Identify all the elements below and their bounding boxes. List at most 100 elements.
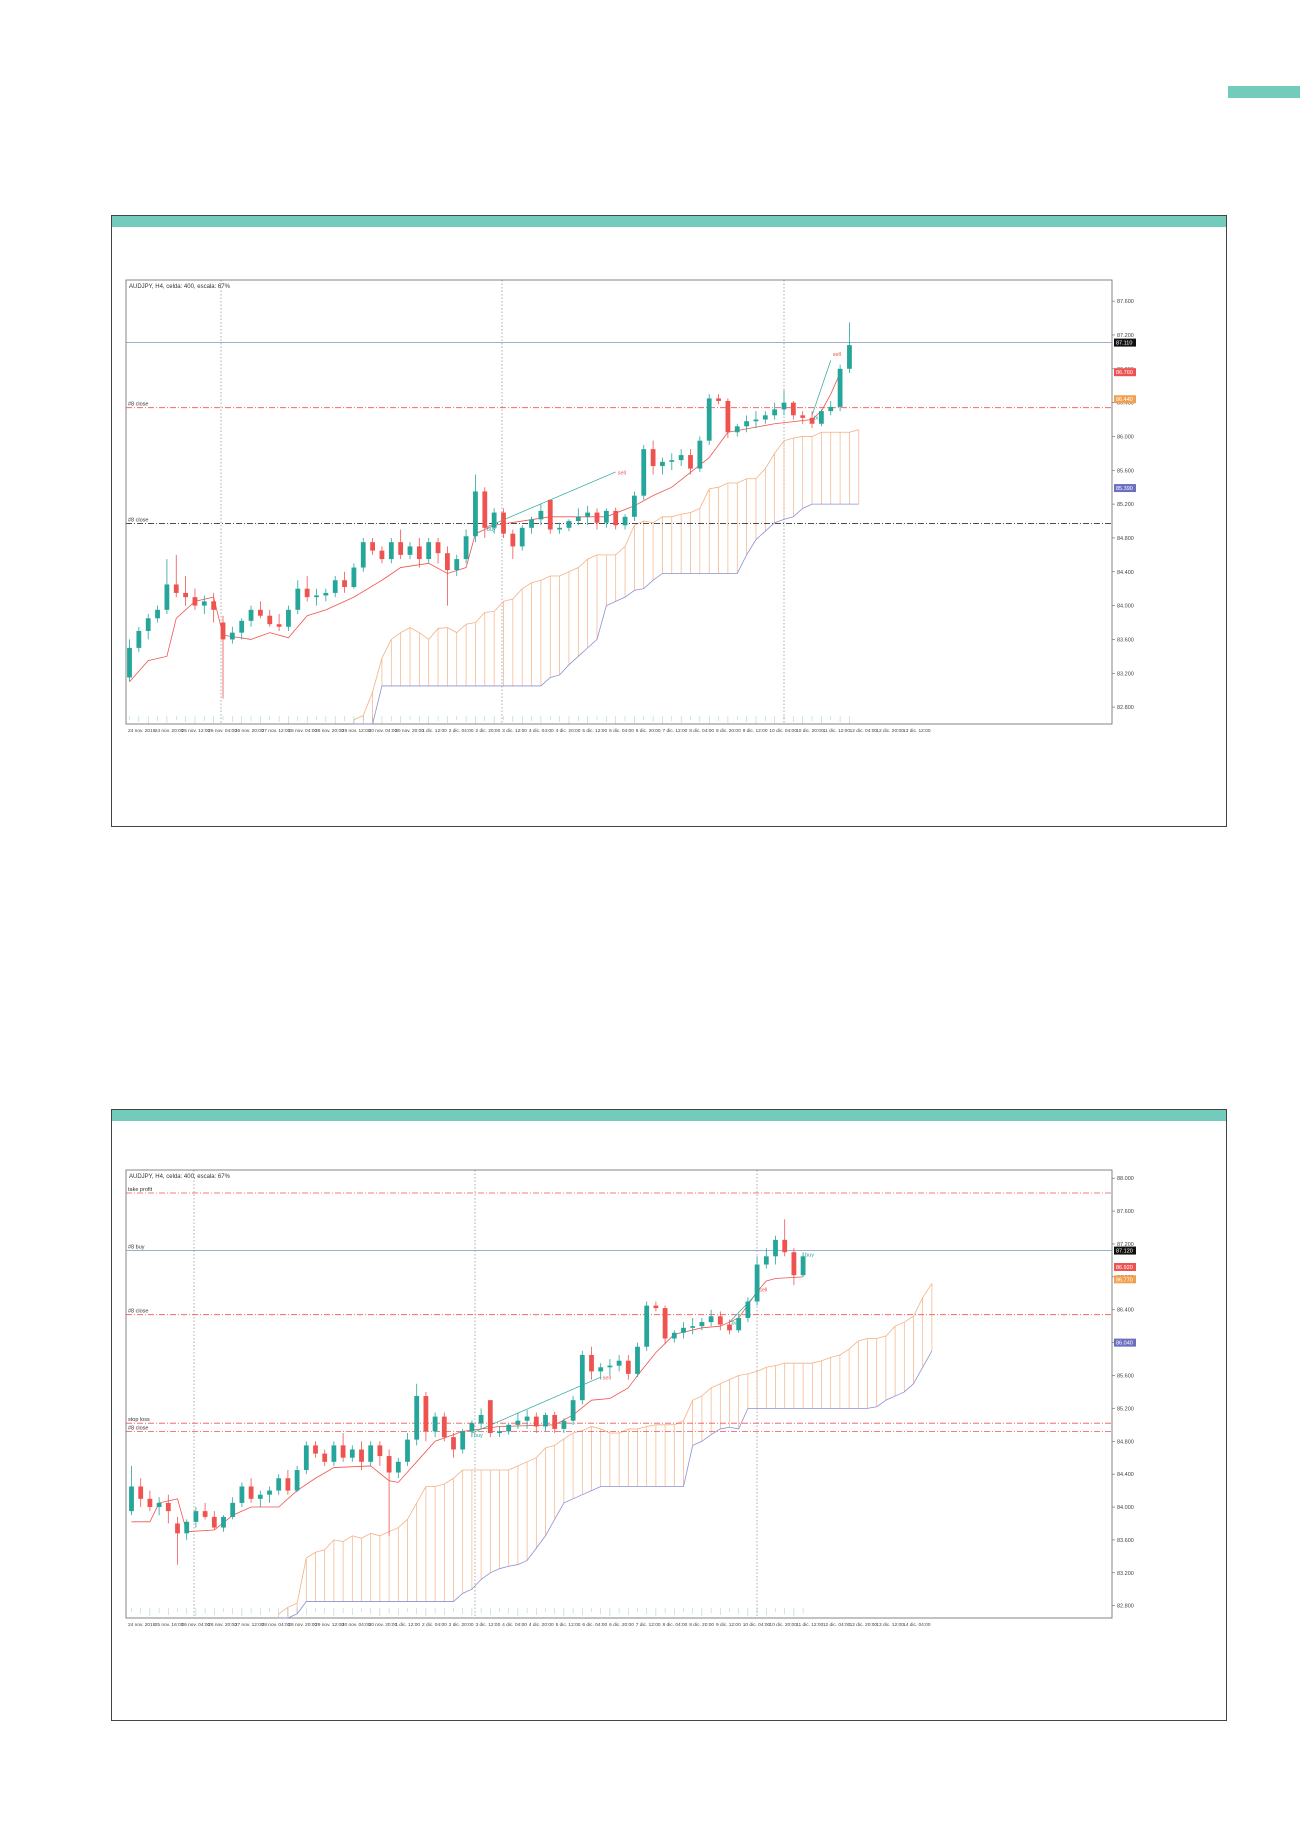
senkou-span-b — [278, 1350, 933, 1619]
candle-body — [557, 527, 562, 530]
candle-body — [432, 1416, 438, 1432]
candle-body — [370, 542, 375, 551]
candle-body — [414, 1396, 420, 1440]
candle-body — [745, 1301, 751, 1318]
candle-body — [744, 421, 749, 427]
trade-line-label: #8 close — [128, 1425, 149, 1431]
senkou-span-b — [353, 503, 859, 725]
x-tick-label: 30 nov. 20:00 — [395, 728, 424, 734]
candle-body — [454, 559, 460, 571]
y-tick-label: 87.200 — [1117, 333, 1134, 339]
x-tick-label: 10 dic. 04:00 — [743, 1622, 771, 1628]
trade-line-label: #8 close — [128, 1309, 149, 1315]
candle-body — [828, 406, 834, 412]
candle-body — [423, 1396, 429, 1432]
candle-body — [653, 1305, 659, 1309]
x-tick-label: 27 nov. 12:00 — [262, 728, 291, 734]
candle-body — [800, 415, 806, 418]
candle-body — [561, 1420, 567, 1429]
x-tick-label: 8 dic. 20:00 — [689, 1622, 714, 1628]
candle-body — [533, 1416, 539, 1427]
price-label-box — [1114, 338, 1136, 347]
candle-body — [248, 1486, 254, 1499]
price-label-text: 86.770 — [1116, 1277, 1133, 1283]
x-tick-label: 4 dic. 04:00 — [529, 728, 554, 734]
candle-body — [678, 455, 684, 461]
candle-body — [706, 398, 712, 441]
x-tick-label: 12 dic. 20:00 — [850, 1622, 878, 1628]
candle-body — [501, 512, 506, 534]
chart-1: AUDJPY, H4, celda: 400, escala: 67% #8 c… — [125, 279, 1136, 734]
plot-frame — [125, 279, 1113, 725]
kijun-line — [131, 1276, 804, 1533]
signal-label: buy — [805, 1252, 814, 1258]
candle-body — [463, 536, 469, 560]
candle-body — [248, 609, 254, 621]
x-tick-label: 8 dic. 20:00 — [716, 728, 741, 734]
panel-header-bar — [112, 216, 1226, 227]
candle-body — [762, 415, 768, 420]
x-tick-label: 10 dic. 20:00 — [796, 728, 824, 734]
x-tick-label: 12 dic. 04:00 — [823, 1622, 851, 1628]
candle-body — [285, 1478, 291, 1491]
candle-body — [257, 1494, 263, 1499]
candle-body — [426, 542, 432, 560]
y-tick-label: 84.000 — [1117, 1505, 1134, 1511]
trade-line-label: take profit — [128, 1187, 153, 1193]
candle-body — [173, 584, 179, 593]
y-tick-label: 83.200 — [1117, 671, 1134, 677]
x-tick-label: 29 nov. 12:00 — [315, 1622, 344, 1628]
y-tick-label: 85.600 — [1117, 1374, 1134, 1380]
candle-body — [155, 609, 160, 619]
y-tick-label: 85.200 — [1117, 1406, 1134, 1412]
x-tick-label: 24 nov. 2019 — [128, 1622, 156, 1628]
x-tick-label: 9 dic. 12:00 — [716, 1622, 741, 1628]
candle-body — [407, 546, 413, 555]
candle-body — [386, 1456, 392, 1473]
y-tick-label: 88.000 — [1117, 1176, 1134, 1182]
candle-body — [538, 510, 544, 520]
y-tick-label: 85.200 — [1117, 502, 1134, 508]
candle-body — [809, 417, 815, 424]
y-tick-label: 83.600 — [1117, 637, 1134, 643]
x-tick-label: 1 dic. 12:00 — [395, 1622, 420, 1628]
candle-body — [524, 1416, 530, 1421]
candle-body — [566, 521, 572, 528]
senkou-span-a — [278, 1283, 933, 1615]
y-tick-label: 87.200 — [1117, 1242, 1134, 1248]
candle-body — [156, 1502, 162, 1508]
candle-body — [644, 1305, 650, 1347]
x-tick-label: 4 dic. 04:00 — [502, 1622, 527, 1628]
candle-body — [772, 409, 778, 416]
candle-body — [594, 512, 600, 523]
x-tick-label: 26 nov. 04:00 — [208, 728, 237, 734]
candle-body — [230, 1502, 236, 1517]
candle-body — [690, 1326, 696, 1328]
price-label-text: 86.440 — [1116, 397, 1133, 403]
y-tick-label: 83.600 — [1117, 1538, 1134, 1544]
chart-panel-2: AUDJPY, H4, celda: 400, escala: 67% take… — [111, 1109, 1227, 1721]
x-tick-label: 6 dic. 04:00 — [609, 728, 634, 734]
candle-body — [286, 609, 291, 627]
x-tick-label: 1 dic. 12:00 — [422, 728, 447, 734]
x-tick-label: 6 dic. 20:00 — [609, 1622, 634, 1628]
x-tick-label: 10 dic. 04:00 — [769, 728, 797, 734]
candle-body — [398, 542, 404, 555]
y-tick-label: 84.400 — [1117, 570, 1134, 576]
candle-body — [487, 1400, 493, 1434]
signal-label: buy — [814, 416, 823, 422]
candle-body — [405, 1439, 410, 1462]
price-label-box — [1114, 1262, 1136, 1271]
x-tick-label: 11 dic. 12:00 — [796, 1622, 823, 1628]
candle-body — [716, 398, 721, 401]
candle-body — [632, 495, 637, 517]
candle-body — [782, 1239, 788, 1253]
candle-body — [478, 1414, 484, 1424]
candle-body — [303, 1445, 309, 1471]
candle-body — [267, 1490, 272, 1495]
price-label-text: 87.120 — [1116, 1249, 1133, 1255]
price-label-box — [1114, 1246, 1136, 1255]
candle-body — [359, 1449, 364, 1462]
candle-body — [773, 1239, 778, 1257]
signal-label: buy — [474, 1433, 483, 1439]
